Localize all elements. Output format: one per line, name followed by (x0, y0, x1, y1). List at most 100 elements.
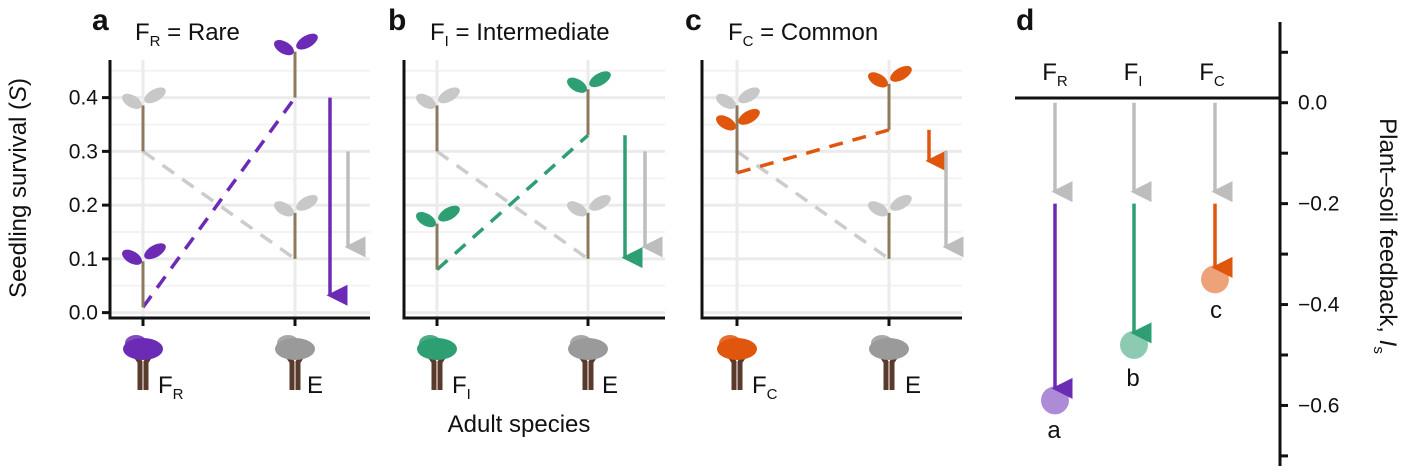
panel-letter-d: d (1016, 4, 1034, 37)
seedlings-a (122, 33, 318, 308)
e-seedling-a-on-focal-leaf-right (144, 87, 166, 104)
adult-label-e-c: E (905, 372, 921, 399)
adult-trees-b (417, 318, 608, 390)
adult-trees-c (717, 318, 909, 390)
y-tick-label-1: 0.1 (69, 248, 98, 271)
e-seedling-line-c (735, 149, 891, 261)
focal-seedling-c-on-focal-leaf-right (738, 108, 760, 125)
focal-seedling-line-c (736, 128, 890, 175)
panel-a: a FR = Rare 0.0 0.1 0.2 0.3 0.4 FR E (69, 4, 370, 403)
focal-seedling-line-b (435, 133, 590, 271)
panel-c: c FC = Common FC E (685, 4, 964, 403)
e-seedling-c-on-focal-leaf-right (738, 87, 760, 104)
axes-a (108, 60, 370, 320)
e-seedling-a-on-focal-leaf-left (122, 93, 142, 109)
focal-seedling-a-on-focal (122, 243, 166, 308)
grid-b (404, 60, 665, 318)
focal-adult-tree-a-canopy-top (125, 335, 147, 351)
e-adult-tree-b (568, 335, 608, 390)
e-adult-tree-b-canopy-top (570, 335, 592, 351)
panel-letter-b: b (388, 4, 406, 37)
e-seedling-a-on-e-leaf-right (296, 194, 318, 211)
panel-letter-c: c (685, 4, 702, 37)
grid-a (110, 60, 370, 318)
right-tick-label-1: −0.2 (1298, 193, 1339, 216)
right-tick-label-2: −0.4 (1298, 294, 1340, 317)
e-seedling-b-on-e (567, 194, 611, 259)
focal-seedling-a-on-e-leaf-left (274, 40, 294, 56)
y-tick-label-3: 0.3 (69, 140, 98, 163)
e-seedling-c-on-e (868, 194, 912, 259)
point-label-c: c (1210, 297, 1222, 324)
focal-adult-tree-b-canopy-top (419, 335, 441, 351)
e-seedling-b-on-focal (416, 87, 460, 152)
focal-seedling-a-on-e (274, 33, 318, 98)
adult-trees-a (123, 318, 315, 390)
panel-b: b FI = Intermediate FI E (388, 4, 665, 403)
adult-label-e-b: E (602, 372, 618, 399)
focal-seedling-b-on-e (567, 71, 611, 136)
e-seedling-c-on-focal-leaf-left (716, 93, 736, 109)
axes-b (402, 60, 665, 320)
focal-seedling-a-on-focal-leaf-left (122, 249, 142, 265)
e-seedling-b-on-focal-leaf-right (438, 87, 460, 104)
seedlings-b (416, 71, 611, 270)
focal-seedling-b-on-focal-leaf-left (416, 212, 436, 228)
e-seedling-line-b (435, 149, 590, 261)
panel-a-title: FR = Rare (135, 19, 240, 50)
e-seedling-b-on-focal-leaf-left (416, 93, 436, 109)
panel-d: d 0.0 −0.2 −0.4 −0.6 FR FI FC a b c Plant–s… (1015, 4, 1401, 466)
e-adult-tree-a (275, 335, 315, 390)
panel-b-title: FI = Intermediate (430, 19, 610, 50)
series-lines-a (141, 96, 297, 309)
focal-seedling-b-on-focal-leaf-right (438, 205, 460, 222)
adult-label-e-a: E (307, 372, 323, 399)
feedback-point-a (1041, 386, 1069, 415)
panel-c-title: FC = Common (728, 19, 878, 50)
e-seedling-line-a (141, 149, 297, 261)
focal-adult-tree-b (417, 335, 457, 390)
axes-c (700, 60, 962, 320)
point-label-a: a (1047, 417, 1061, 444)
right-axis-label: Plant–soil feedback, Is (1370, 118, 1401, 354)
right-tick-label-0: 0.0 (1298, 92, 1327, 115)
e-seedling-a-on-e (274, 194, 318, 259)
feedback-arrows-c (925, 129, 964, 258)
focal-seedling-a-on-focal-leaf-right (144, 243, 166, 260)
focal-adult-tree-c (717, 335, 757, 390)
series-lines-b (435, 133, 590, 271)
y-tick-label-0: 0.0 (69, 302, 98, 325)
column-label-fc: FC (1199, 59, 1225, 90)
focal-seedling-c-on-e (868, 65, 912, 130)
e-adult-tree-a-canopy-top (277, 335, 299, 351)
e-adult-tree-c (869, 335, 909, 390)
e-adult-tree-c-canopy-top (871, 335, 893, 351)
feedback-point-c (1201, 265, 1229, 294)
column-label-fi: FI (1124, 59, 1143, 90)
e-seedling-b-on-e-leaf-left (567, 201, 587, 217)
e-seedling-c-on-focal (716, 87, 760, 152)
series-lines-c (735, 128, 891, 261)
e-seedling-b-on-e-leaf-right (589, 194, 611, 211)
right-tick-label-3: −0.6 (1298, 394, 1339, 417)
e-seedling-c-on-e-leaf-right (890, 194, 912, 211)
focal-seedling-line-a (141, 96, 297, 309)
y-tick-label-4: 0.4 (69, 87, 99, 110)
feedback-arrows-b (621, 135, 663, 269)
focal-seedling-b-on-e-leaf-right (589, 71, 611, 88)
e-seedling-a-on-e-leaf-left (274, 201, 294, 217)
feedback-marks-d (1041, 102, 1233, 415)
feedback-point-b (1120, 330, 1148, 359)
panel-letter-a: a (92, 4, 109, 37)
adult-label-fr: FR (158, 372, 184, 403)
feedback-arrows-a (326, 97, 366, 306)
focal-seedling-c-on-e-leaf-right (890, 65, 912, 82)
focal-seedling-b-on-e-leaf-left (567, 77, 587, 93)
y-ticks-a: 0.0 0.1 0.2 0.3 0.4 (69, 87, 110, 325)
y-tick-label-2: 0.2 (69, 194, 98, 217)
focal-seedling-b-on-focal (416, 205, 460, 270)
y-axis-label: Seedling survival (S) (5, 78, 32, 298)
adult-label-fc: FC (752, 372, 778, 403)
focal-adult-tree-a (123, 335, 163, 390)
